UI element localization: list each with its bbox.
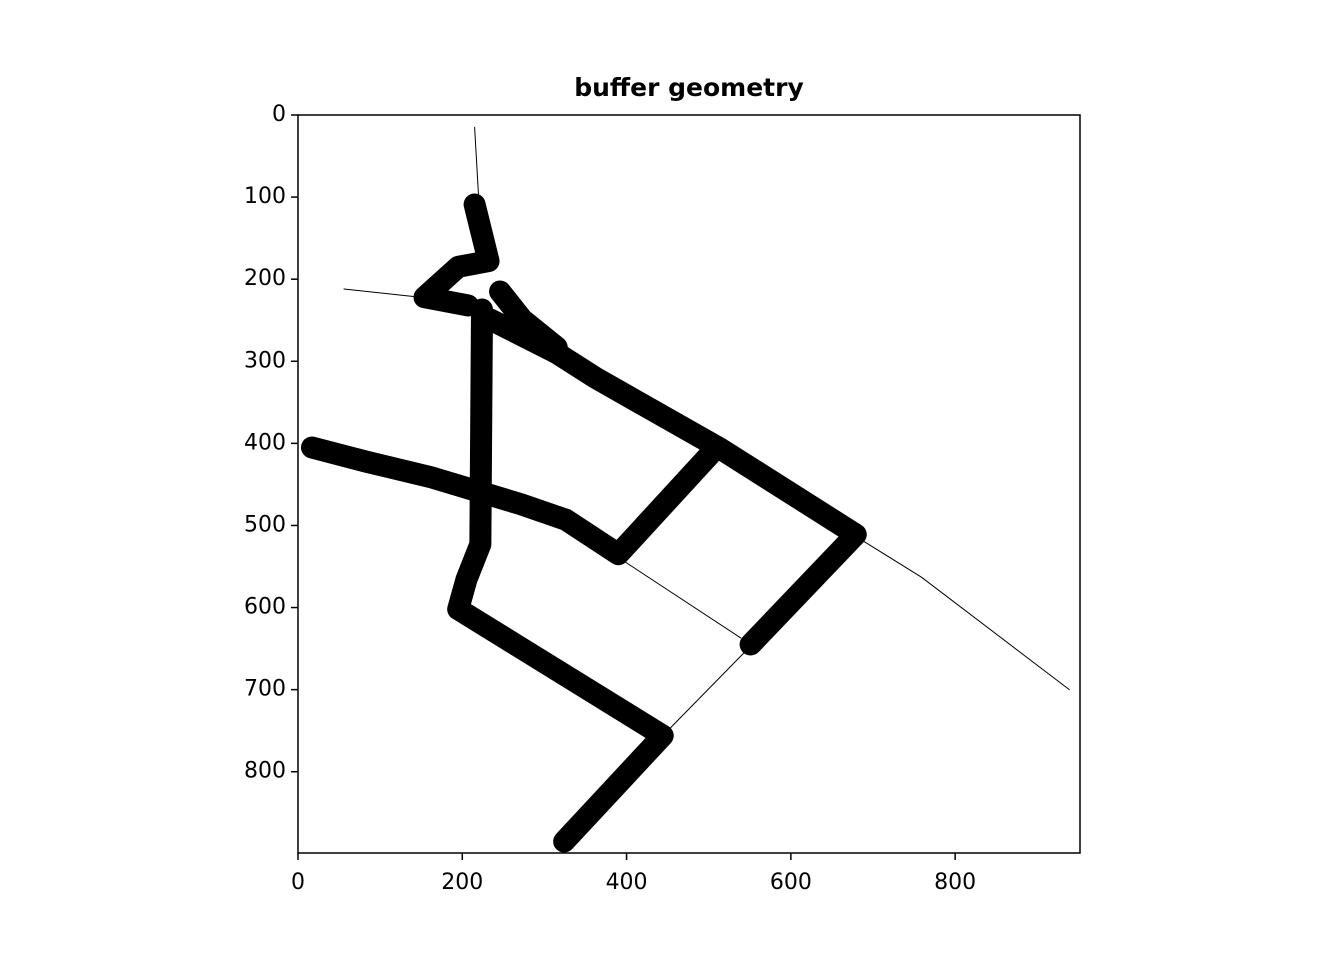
line-path <box>667 647 750 731</box>
line-path <box>474 126 480 200</box>
line-path <box>343 288 421 298</box>
line-path <box>413 193 500 317</box>
line-path <box>447 298 674 853</box>
x-tick-label: 800 <box>934 870 976 895</box>
x-tick-label: 400 <box>606 870 648 895</box>
y-tick-label: 600 <box>244 595 286 620</box>
plot-frame <box>297 114 1081 854</box>
line-path <box>620 558 742 639</box>
y-tick-label: 100 <box>244 184 286 209</box>
y-tick-label: 800 <box>244 759 286 784</box>
y-tick-label: 700 <box>244 677 286 702</box>
line-path <box>479 308 867 656</box>
y-tick-label: 500 <box>244 512 286 537</box>
y-tick-label: 300 <box>244 348 286 373</box>
line-path <box>860 538 1070 691</box>
y-tick-label: 0 <box>272 102 286 127</box>
x-tick-label: 200 <box>441 870 483 895</box>
x-tick-label: 600 <box>770 870 812 895</box>
line-path <box>300 436 722 566</box>
x-tick-label: 0 <box>291 870 305 895</box>
y-tick-label: 200 <box>244 266 286 291</box>
y-tick-label: 400 <box>244 430 286 455</box>
chart-title: buffer geometry <box>574 73 804 102</box>
